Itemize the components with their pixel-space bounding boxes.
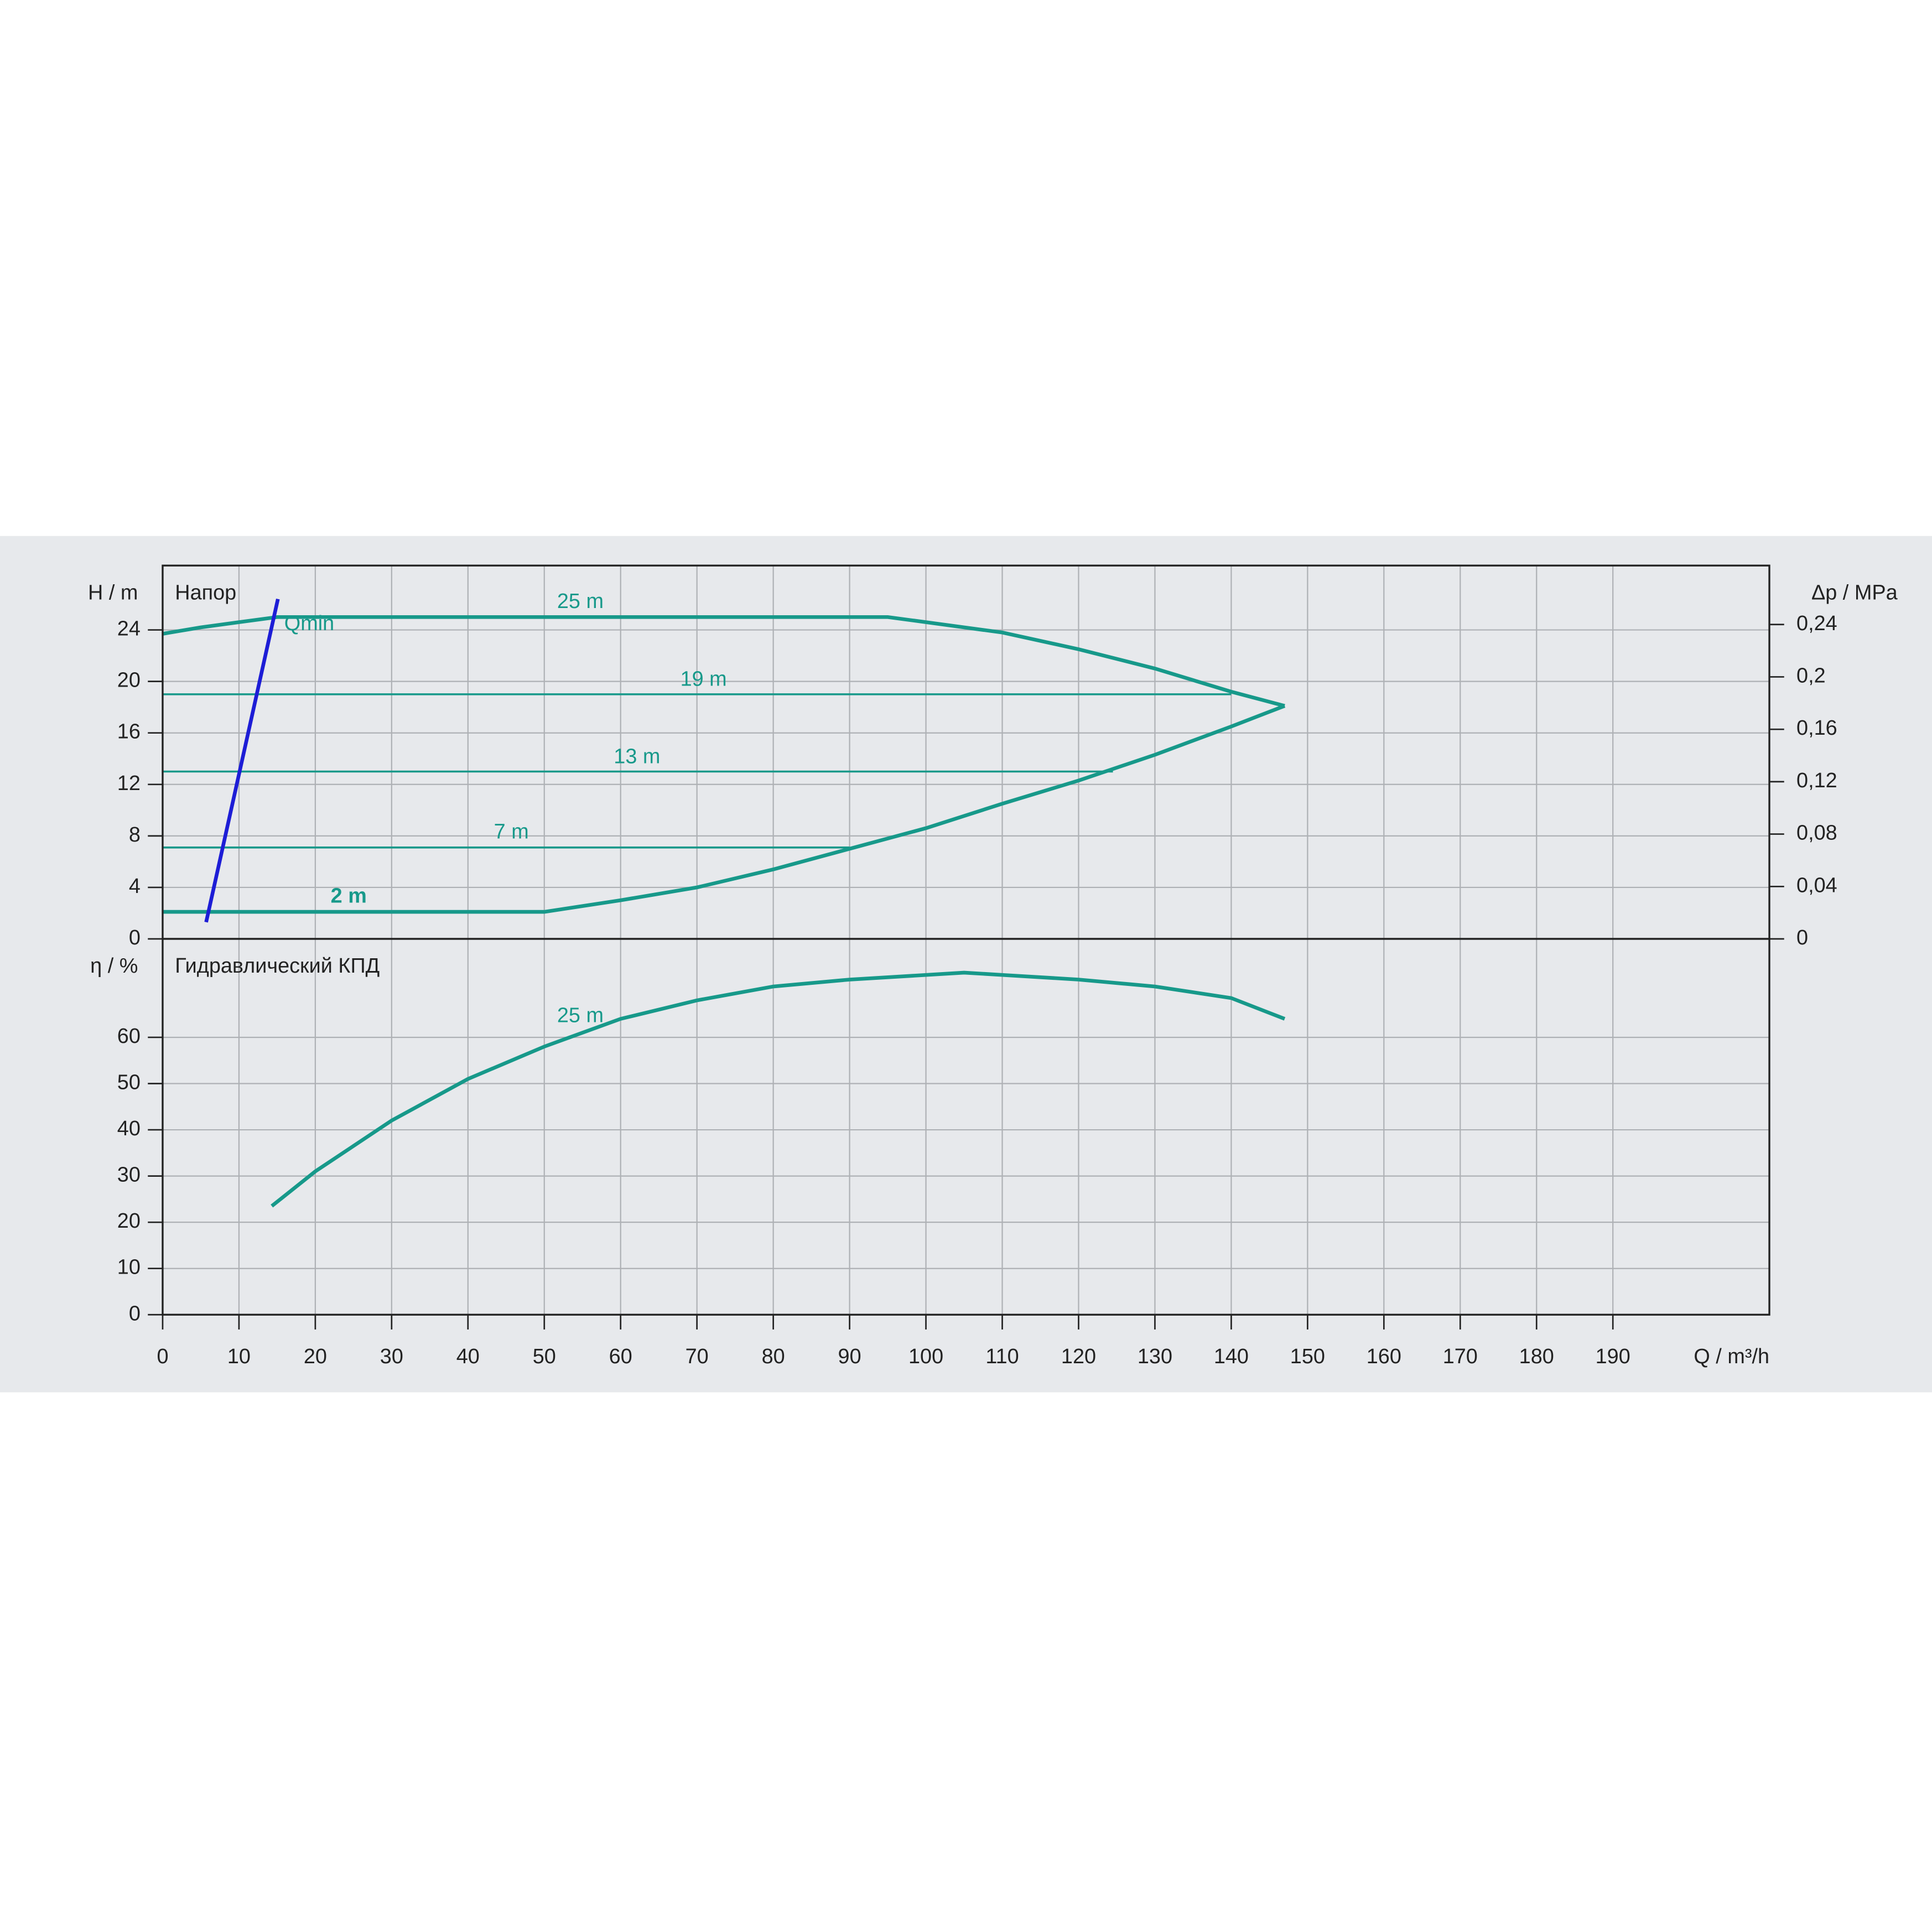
y-tick-label: 4: [129, 875, 141, 898]
chart-title: Напор: [175, 581, 236, 604]
x-tick-label: 80: [762, 1345, 785, 1368]
curve-label: 25 m: [557, 1004, 604, 1027]
x-tick-label: 90: [838, 1345, 861, 1368]
x-tick-label: 110: [985, 1345, 1019, 1368]
x-tick-label: 140: [1214, 1345, 1249, 1368]
y-tick-label: 60: [117, 1025, 141, 1048]
y2-axis-label: Δp / MPa: [1811, 581, 1898, 604]
x-tick-label: 100: [908, 1345, 943, 1368]
x-tick-label: 160: [1367, 1345, 1401, 1368]
y-tick-label: 20: [117, 1209, 141, 1233]
y2-tick-label: 0: [1796, 926, 1808, 949]
x-tick-label: 130: [1138, 1345, 1172, 1368]
x-tick-label: 20: [304, 1345, 327, 1368]
y2-tick-label: 0,04: [1796, 874, 1837, 897]
y-tick-label: 12: [117, 772, 141, 795]
x-tick-label: 0: [157, 1345, 168, 1368]
curve-label: Qmin: [284, 612, 334, 635]
y2-tick-label: 0,12: [1796, 769, 1837, 792]
x-tick-label: 10: [227, 1345, 251, 1368]
y-tick-label: 8: [129, 823, 141, 846]
curve-label: 25 m: [557, 590, 604, 613]
curve-label: 2 m: [331, 884, 367, 907]
x-tick-label: 70: [685, 1345, 709, 1368]
x-axis-label: Q / m³/h: [1694, 1345, 1769, 1368]
y2-tick-label: 0,16: [1796, 716, 1837, 740]
curve: [162, 704, 1286, 914]
curve: [271, 970, 1286, 1208]
y-tick-label: 0: [129, 1302, 141, 1325]
curve: [204, 598, 280, 923]
x-tick-label: 190: [1596, 1345, 1630, 1368]
x-tick-label: 180: [1519, 1345, 1554, 1368]
y-tick-label: 10: [117, 1256, 141, 1279]
x-tick-label: 40: [456, 1345, 480, 1368]
y2-tick-label: 0,24: [1796, 612, 1837, 635]
x-tick-label: 60: [609, 1345, 632, 1368]
y-tick-label: 30: [117, 1164, 141, 1187]
y-tick-label: 24: [117, 617, 141, 641]
y2-tick-label: 0,08: [1796, 822, 1837, 845]
y2-tick-label: 0,2: [1796, 664, 1826, 687]
plot-frame: [162, 938, 1770, 1316]
curve-label: 7 m: [494, 820, 529, 843]
y-tick-label: 20: [117, 669, 141, 692]
curve-label: 19 m: [681, 667, 727, 690]
curve-label: 13 m: [614, 745, 660, 768]
y-tick-label: 0: [129, 926, 141, 949]
y-tick-label: 16: [117, 720, 141, 744]
chart-title: Гидравлический КПД: [175, 954, 380, 978]
y-axis-label: η / %: [90, 954, 138, 978]
y-tick-label: 40: [117, 1117, 141, 1140]
plot-area: [162, 565, 1770, 939]
x-tick-label: 120: [1061, 1345, 1096, 1368]
x-tick-label: 170: [1443, 1345, 1478, 1368]
x-tick-label: 150: [1290, 1345, 1325, 1368]
x-tick-label: 50: [533, 1345, 556, 1368]
y-axis-label: H / m: [88, 581, 138, 604]
y-tick-label: 50: [117, 1071, 141, 1094]
curve: [162, 615, 1285, 708]
x-tick-label: 30: [380, 1345, 403, 1368]
plot-area: [162, 939, 1770, 1315]
